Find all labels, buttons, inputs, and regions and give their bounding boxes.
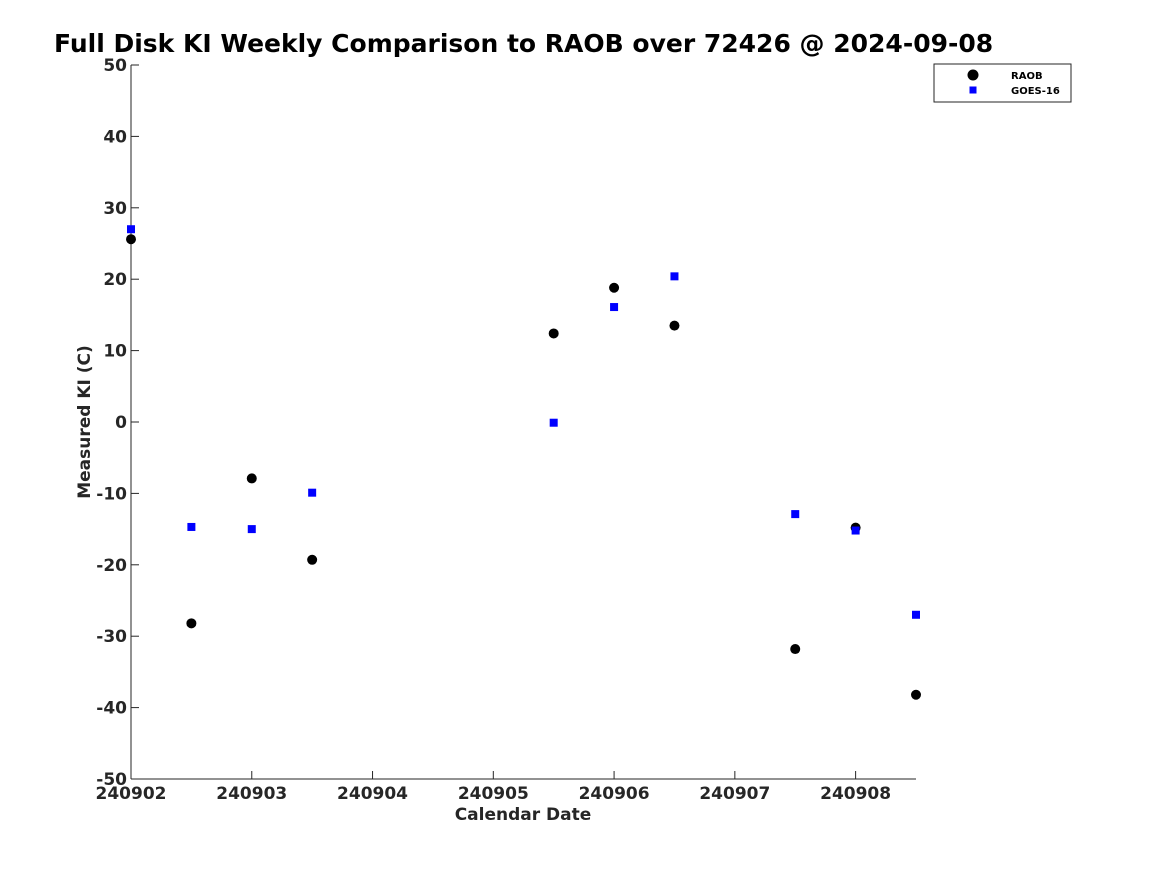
x-axis-ticks: 240902 240903 240904 240905 240906 240907 2409… <box>96 771 891 804</box>
goes-16-point <box>247 525 256 534</box>
goes-16-point <box>851 526 860 535</box>
goes-16-point <box>187 522 196 531</box>
goes-16-point <box>610 303 619 312</box>
raob-point <box>126 234 136 245</box>
x-tick-label: 240905 <box>458 784 529 804</box>
goes-16-point <box>127 225 135 234</box>
raob-point <box>609 282 620 293</box>
legend-label-raob: RAOB <box>1011 71 1043 82</box>
y-tick-label: 40 <box>103 127 127 147</box>
legend: RAOB GOES-16 <box>933 63 1072 103</box>
legend-box <box>933 63 1072 103</box>
goes-16-point <box>308 488 317 497</box>
y-tick-label: -20 <box>96 556 127 576</box>
goes-16-point <box>549 418 558 427</box>
y-tick-label: -40 <box>96 699 127 719</box>
raob-point <box>307 554 318 565</box>
raob-point <box>669 320 680 331</box>
x-tick-label: 240908 <box>820 784 891 804</box>
chart-title: Full Disk KI Weekly Comparison to RAOB o… <box>54 29 993 58</box>
legend-marker-goes-16 <box>969 86 977 94</box>
y-tick-label: -30 <box>96 627 127 647</box>
y-tick-label: 50 <box>103 56 127 76</box>
goes-16-point <box>670 272 679 281</box>
goes-16-point <box>912 610 920 619</box>
x-tick-label: 240906 <box>579 784 650 804</box>
y-tick-label: 10 <box>103 342 127 362</box>
legend-label-goes-16: GOES-16 <box>1011 86 1060 97</box>
y-tick-label: 0 <box>115 413 127 433</box>
x-axis-label: Calendar Date <box>455 805 592 825</box>
y-tick-label: -50 <box>96 770 127 790</box>
raob-point <box>186 618 197 629</box>
x-tick-label: 240907 <box>699 784 770 804</box>
data-points <box>126 225 921 700</box>
y-tick-label: 20 <box>103 270 127 290</box>
x-tick-label: 240902 <box>96 784 167 804</box>
y-axis-label: Measured KI (C) <box>75 345 95 499</box>
y-tick-label: 30 <box>103 199 127 219</box>
goes-16-point <box>791 510 800 519</box>
y-axis-ticks: -50 -40 -30 -20 -10 0 10 20 30 40 50 <box>96 56 139 790</box>
raob-point <box>246 473 257 484</box>
x-tick-label: 240904 <box>337 784 408 804</box>
raob-point <box>911 689 921 700</box>
raob-point <box>548 328 559 339</box>
legend-marker-raob <box>967 69 979 81</box>
raob-point <box>790 644 801 655</box>
x-tick-label: 240903 <box>216 784 287 804</box>
y-tick-label: -10 <box>96 484 127 504</box>
